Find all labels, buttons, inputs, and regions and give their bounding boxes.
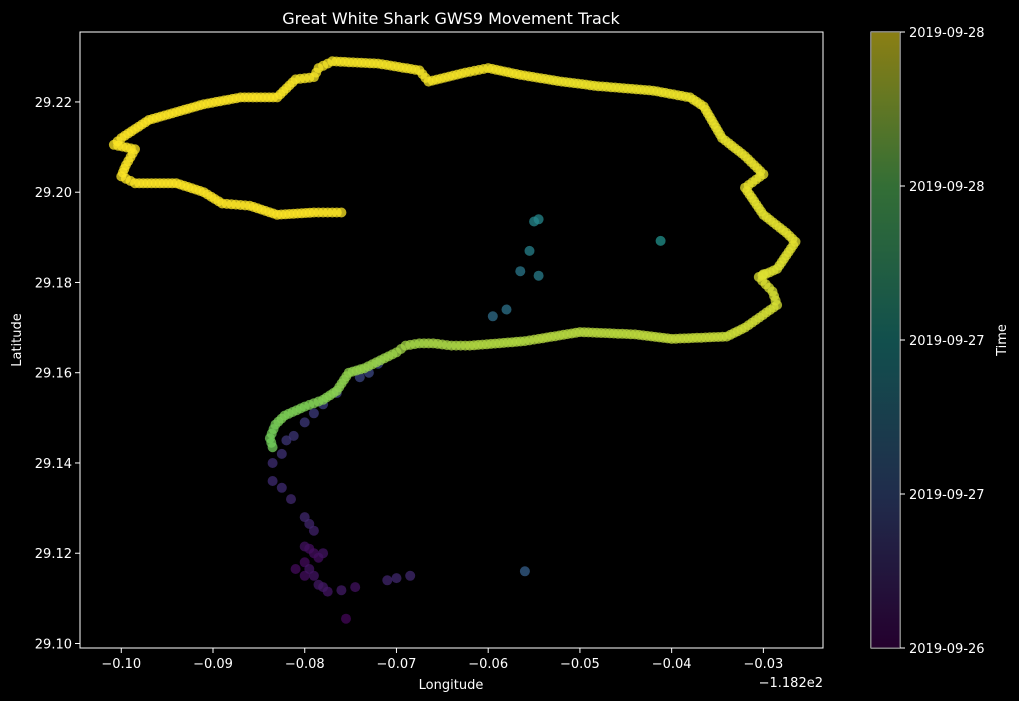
track-point-14 xyxy=(318,582,329,593)
x-tick-label: −0.04 xyxy=(652,657,692,672)
y-tick-label: 29.18 xyxy=(35,276,72,291)
track-point-10 xyxy=(299,541,310,552)
colorbar-ticks: 2019-09-26 2019-09-27 2019-09-27 2019-09-28… xyxy=(900,26,985,657)
track-point-19 xyxy=(519,566,530,577)
track-point-30 xyxy=(299,417,310,428)
track-point-23 xyxy=(286,494,296,505)
track-point-27 xyxy=(276,448,287,459)
y-tick-label: 29.16 xyxy=(35,367,72,382)
x-tick-label: −0.03 xyxy=(743,657,783,672)
track-point-13 xyxy=(308,570,319,581)
colorbar-label: Time xyxy=(995,324,1010,357)
colorbar-tick-label: 2019-09-27 xyxy=(909,334,985,349)
track-point-43 xyxy=(529,216,540,227)
y-tick-label: 29.20 xyxy=(35,186,72,201)
colorbar-tick-label: 2019-09-28 xyxy=(909,180,985,195)
x-axis-ticks: −0.10 −0.09 −0.08 −0.07 −0.06 −0.05 −0.04 −0.03 xyxy=(101,648,783,672)
track-point-44 xyxy=(655,235,666,246)
colorbar-tick-label: 2019-09-26 xyxy=(909,642,985,657)
track-point-1 xyxy=(350,582,361,593)
track-point-24 xyxy=(276,482,287,493)
y-tick-label: 29.12 xyxy=(35,547,72,562)
track-point-41 xyxy=(524,245,535,256)
chart-title: Great White Shark GWS9 Movement Track xyxy=(282,9,620,28)
x-tick-label: −0.07 xyxy=(377,657,417,672)
y-tick-label: 29.14 xyxy=(35,457,72,472)
colorbar-tick-label: 2019-09-27 xyxy=(909,488,985,503)
track-point-31 xyxy=(308,408,319,419)
track-point-453 xyxy=(336,207,347,218)
x-tick-label: −0.05 xyxy=(560,657,600,672)
track-point-15 xyxy=(336,585,347,596)
y-axis-label: Latitude xyxy=(10,313,25,367)
colorbar-overlay xyxy=(871,32,900,648)
track-point-28 xyxy=(288,430,299,441)
x-tick-label: −0.10 xyxy=(101,657,141,672)
track-point-16 xyxy=(382,575,393,586)
track-point-26 xyxy=(267,458,278,468)
track-point-38 xyxy=(501,304,512,315)
x-tick-label: −0.09 xyxy=(193,657,233,672)
y-axis-ticks: 29.10 29.12 29.14 29.16 29.18 29.20 29.22 xyxy=(35,96,80,652)
x-axis-label: Longitude xyxy=(419,678,484,693)
track-point-22 xyxy=(299,512,310,523)
track-point-39 xyxy=(515,266,526,277)
track-point-40 xyxy=(533,270,544,281)
track-point-11 xyxy=(318,548,329,559)
y-tick-label: 29.10 xyxy=(35,637,72,652)
track-point-17 xyxy=(391,573,402,584)
y-tick-label: 29.22 xyxy=(35,96,72,111)
x-tick-label: −0.06 xyxy=(468,657,508,672)
x-tick-label: −0.08 xyxy=(285,657,325,672)
track-point-0 xyxy=(341,613,351,624)
track-point-29 xyxy=(281,435,292,446)
colorbar-tick-label: 2019-09-28 xyxy=(909,26,985,41)
track-point-5 xyxy=(290,564,301,574)
track-point-37 xyxy=(487,311,498,322)
track-point-18 xyxy=(405,570,416,581)
x-axis-offset-label: −1.182e2 xyxy=(759,676,823,691)
scatter-points xyxy=(108,56,801,624)
track-point-25 xyxy=(267,476,278,486)
